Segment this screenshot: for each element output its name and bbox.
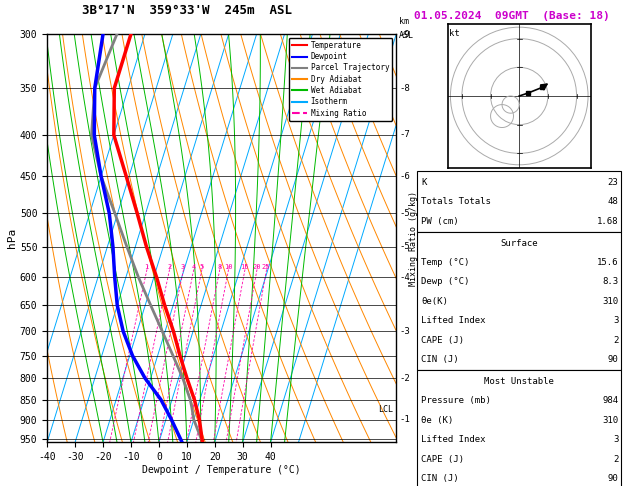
Text: 23: 23 [608,178,618,187]
Text: Dewp (°C): Dewp (°C) [421,278,470,286]
Text: -3: -3 [399,327,410,336]
Text: 15: 15 [240,264,249,270]
Text: Lifted Index: Lifted Index [421,435,486,444]
Text: Lifted Index: Lifted Index [421,316,486,325]
Text: LCL: LCL [379,405,394,414]
Text: Most Unstable: Most Unstable [484,377,554,386]
Text: 984: 984 [602,397,618,405]
Legend: Temperature, Dewpoint, Parcel Trajectory, Dry Adiabat, Wet Adiabat, Isotherm, Mi: Temperature, Dewpoint, Parcel Trajectory… [289,38,392,121]
Text: Surface: Surface [501,239,538,247]
Text: 3: 3 [613,316,618,325]
Text: 8: 8 [217,264,221,270]
Y-axis label: hPa: hPa [7,228,17,248]
Text: 90: 90 [608,474,618,483]
Text: 3: 3 [613,435,618,444]
Text: -5: -5 [399,242,410,251]
Text: -5: -5 [399,209,410,218]
Text: 01.05.2024  09GMT  (Base: 18): 01.05.2024 09GMT (Base: 18) [414,11,610,21]
Text: 15.6: 15.6 [597,258,618,267]
Text: ASL: ASL [399,31,414,40]
Text: 10: 10 [224,264,233,270]
Text: -1: -1 [399,415,410,424]
Text: 20: 20 [252,264,261,270]
Text: PW (cm): PW (cm) [421,217,459,226]
Text: km: km [399,17,409,26]
Text: Totals Totals: Totals Totals [421,197,491,206]
Text: CIN (J): CIN (J) [421,474,459,483]
Text: θe (K): θe (K) [421,416,454,425]
Text: K: K [421,178,427,187]
Text: 25: 25 [262,264,270,270]
Text: -8: -8 [399,84,410,93]
Text: 8.3: 8.3 [602,278,618,286]
Text: 3B°17'N  359°33'W  245m  ASL: 3B°17'N 359°33'W 245m ASL [82,4,292,17]
Text: CAPE (J): CAPE (J) [421,336,464,345]
Text: 2: 2 [613,455,618,464]
Text: 5: 5 [199,264,204,270]
Text: θe(K): θe(K) [421,297,448,306]
X-axis label: Dewpoint / Temperature (°C): Dewpoint / Temperature (°C) [142,465,301,475]
Text: 1.68: 1.68 [597,217,618,226]
Text: Pressure (mb): Pressure (mb) [421,397,491,405]
Text: -9: -9 [399,30,410,38]
Text: 310: 310 [602,297,618,306]
Text: 1: 1 [145,264,148,270]
Text: 90: 90 [608,355,618,364]
Text: kt: kt [449,29,460,37]
Text: -6: -6 [399,172,410,181]
Text: CAPE (J): CAPE (J) [421,455,464,464]
Text: 4: 4 [191,264,196,270]
Text: 48: 48 [608,197,618,206]
Text: 2: 2 [613,336,618,345]
Text: CIN (J): CIN (J) [421,355,459,364]
Text: 310: 310 [602,416,618,425]
Text: Mixing Ratio (g/kg): Mixing Ratio (g/kg) [409,191,418,286]
Text: -4: -4 [399,273,410,282]
Text: Temp (°C): Temp (°C) [421,258,470,267]
Text: © weatheronline.co.uk: © weatheronline.co.uk [467,468,572,477]
Text: 2: 2 [167,264,171,270]
Text: 3: 3 [181,264,185,270]
Text: -2: -2 [399,374,410,383]
Text: -7: -7 [399,130,410,139]
